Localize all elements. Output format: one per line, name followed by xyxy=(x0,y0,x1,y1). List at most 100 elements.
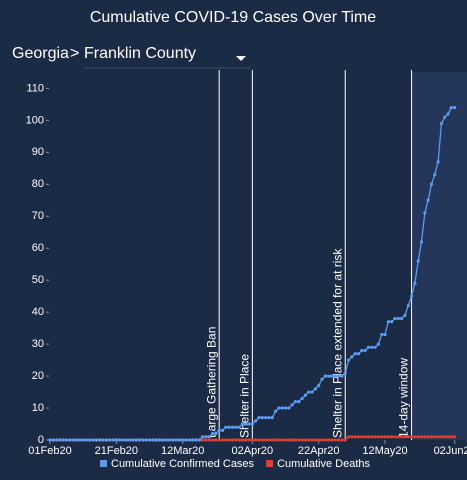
data-point xyxy=(413,435,417,439)
data-point xyxy=(290,438,294,442)
data-point xyxy=(283,438,288,442)
data-point xyxy=(240,438,244,442)
data-point xyxy=(327,438,331,442)
data-point xyxy=(297,400,301,404)
data-point xyxy=(98,438,102,442)
data-point xyxy=(453,435,457,439)
legend: Cumulative Confirmed Cases Cumulative Dea… xyxy=(100,458,370,470)
data-point xyxy=(194,438,198,442)
data-point xyxy=(297,438,301,442)
data-point xyxy=(191,438,195,442)
data-point xyxy=(68,438,72,442)
data-point xyxy=(121,438,125,442)
data-point xyxy=(147,438,152,442)
data-point xyxy=(227,425,231,429)
data-point xyxy=(91,438,95,442)
event-label: Shelter in Place extended for at risk xyxy=(330,248,344,438)
data-point xyxy=(88,438,92,442)
data-point xyxy=(224,425,228,429)
data-point xyxy=(307,438,311,442)
data-point xyxy=(373,345,377,349)
data-point xyxy=(400,435,404,439)
y-tick-label: 10 xyxy=(32,402,44,414)
data-point xyxy=(313,387,317,391)
data-point xyxy=(81,438,85,442)
data-point xyxy=(237,425,241,429)
data-point xyxy=(439,435,444,439)
data-point xyxy=(360,348,364,353)
data-point xyxy=(340,438,344,442)
data-point xyxy=(317,384,321,388)
data-point xyxy=(220,438,225,442)
data-point xyxy=(423,435,427,439)
data-point xyxy=(55,438,59,442)
data-point xyxy=(426,435,430,439)
data-point xyxy=(287,406,291,410)
data-point xyxy=(177,438,181,442)
data-point xyxy=(84,438,89,442)
data-point xyxy=(204,438,208,442)
data-point xyxy=(207,435,211,439)
data-point xyxy=(230,425,235,429)
data-point xyxy=(406,435,410,439)
dropdown-arrow[interactable] xyxy=(236,56,246,61)
event-label: Large Gathering Ban xyxy=(204,327,218,438)
data-point xyxy=(217,438,221,442)
data-point xyxy=(350,355,354,359)
data-point xyxy=(78,438,82,442)
data-point xyxy=(101,438,105,442)
state-label[interactable]: Georgia xyxy=(12,45,69,62)
data-point xyxy=(283,406,288,410)
data-point xyxy=(250,438,254,442)
data-point xyxy=(227,438,231,442)
data-point xyxy=(383,435,387,439)
data-point xyxy=(300,438,304,442)
data-point xyxy=(436,435,440,439)
data-point xyxy=(118,438,122,442)
data-point xyxy=(184,438,188,442)
data-point xyxy=(373,435,377,439)
data-point xyxy=(254,419,258,423)
data-point xyxy=(280,438,284,442)
x-tick-label: 02Apr20 xyxy=(232,445,274,457)
data-point xyxy=(247,438,251,442)
data-point xyxy=(58,438,62,442)
data-point xyxy=(257,416,261,420)
data-point xyxy=(343,371,347,375)
data-point xyxy=(210,432,215,436)
data-point xyxy=(323,438,327,442)
data-point xyxy=(214,432,218,436)
data-point xyxy=(426,198,430,202)
data-point xyxy=(443,115,447,119)
window-shade xyxy=(411,72,467,440)
data-point xyxy=(74,438,79,442)
chart-title: Cumulative COVID-19 Cases Over Time xyxy=(90,9,376,26)
x-tick-label: 22Apr20 xyxy=(298,445,340,457)
data-point xyxy=(433,173,437,177)
data-point xyxy=(264,438,268,442)
data-point xyxy=(356,435,361,439)
data-point xyxy=(320,377,324,381)
data-point xyxy=(336,438,341,442)
data-point xyxy=(313,438,317,442)
data-point xyxy=(287,438,291,442)
data-point xyxy=(413,281,417,285)
data-point xyxy=(300,396,304,401)
data-point xyxy=(370,345,374,349)
location-selector[interactable]: Georgia > Franklin County xyxy=(12,45,250,69)
data-point xyxy=(363,435,367,439)
data-point xyxy=(446,435,450,439)
county-label[interactable]: Franklin County xyxy=(84,45,196,62)
data-point xyxy=(171,438,175,442)
data-point xyxy=(449,435,453,439)
y-tick-label: 80 xyxy=(32,178,44,190)
y-tick-label: 20 xyxy=(32,370,44,382)
data-point xyxy=(151,438,155,442)
data-point xyxy=(380,332,384,337)
data-point xyxy=(94,438,99,442)
data-point xyxy=(207,438,211,442)
data-point xyxy=(71,438,75,442)
data-point xyxy=(400,316,404,321)
data-point xyxy=(290,403,294,407)
legend-swatch xyxy=(266,460,274,467)
